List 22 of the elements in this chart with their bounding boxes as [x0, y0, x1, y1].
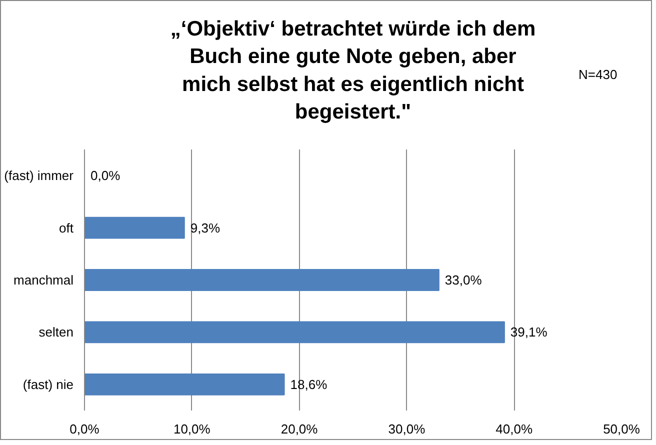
x-tick-label: 50,0% — [603, 422, 640, 436]
data-label: 0,0% — [90, 168, 121, 184]
y-tick-label: selten — [38, 324, 74, 340]
bar — [84, 269, 440, 291]
y-tick-label: manchmal — [14, 272, 74, 288]
x-tick-label: 40,0% — [496, 422, 533, 436]
bar — [84, 216, 185, 239]
y-tick-label: oft — [59, 220, 74, 236]
y-tick-label: (fast) immer — [4, 168, 74, 184]
data-label: 18,6% — [290, 376, 328, 392]
data-label: 9,3% — [190, 220, 220, 236]
data-label: 33,0% — [444, 272, 482, 288]
text: N=430 — [578, 67, 618, 82]
y-tick-label: (fast) nie — [22, 376, 74, 392]
x-tick-label: 20,0% — [280, 422, 318, 436]
data-label: 39,1% — [510, 324, 548, 340]
x-tick-label: 0,0% — [70, 422, 100, 436]
chart-title: „‘Objektiv‘ betrachtet würde ich dem Buch eine gute Note geben, aber mich selbst hat es eigentlich nicht begeistert." — [170, 18, 536, 124]
x-tick-label: 30,0% — [388, 422, 426, 436]
x-tick-label: 10,0% — [173, 422, 211, 436]
bar — [84, 373, 285, 396]
bar — [84, 321, 505, 344]
